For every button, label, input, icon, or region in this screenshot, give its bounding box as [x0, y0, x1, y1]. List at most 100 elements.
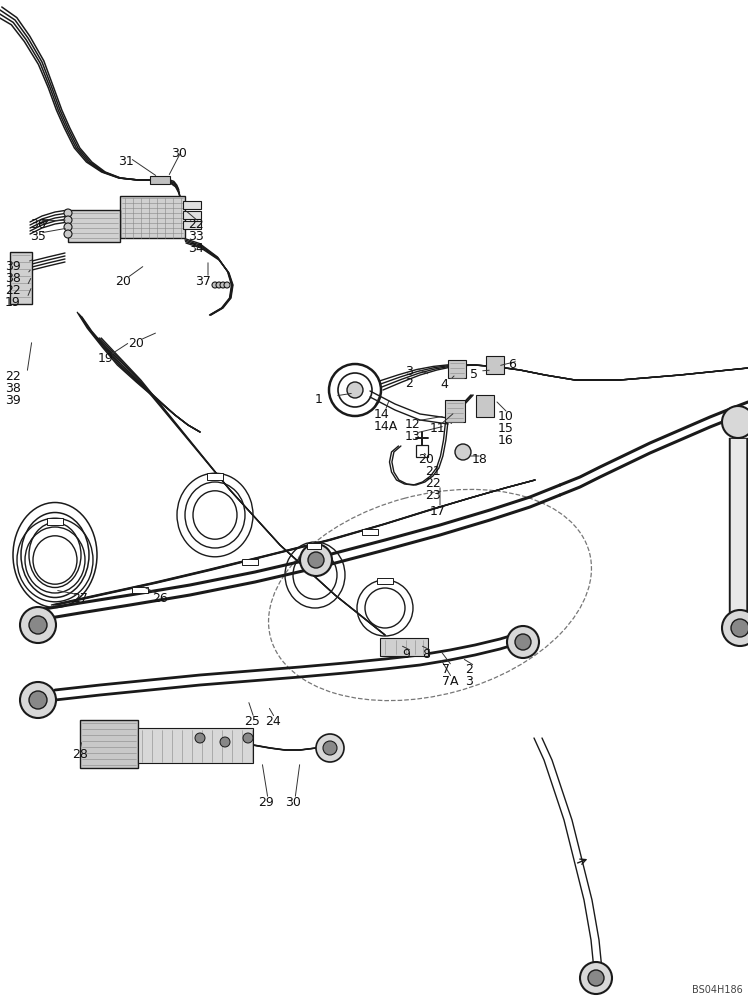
Bar [47, 518, 63, 525]
Text: 37: 37 [195, 275, 211, 288]
Text: 7: 7 [442, 663, 450, 676]
Circle shape [455, 444, 471, 460]
Circle shape [580, 962, 612, 994]
Text: 22: 22 [5, 284, 21, 297]
Text: 28: 28 [72, 748, 88, 761]
Circle shape [316, 734, 344, 762]
Circle shape [722, 406, 748, 438]
Text: 38: 38 [5, 272, 21, 285]
Text: 8: 8 [422, 648, 430, 661]
Text: BS04H186: BS04H186 [692, 985, 743, 995]
Text: 1: 1 [315, 393, 323, 406]
Circle shape [224, 282, 230, 288]
Circle shape [29, 616, 47, 634]
Circle shape [515, 634, 531, 650]
Text: 13: 13 [405, 430, 420, 443]
Text: 4: 4 [440, 378, 448, 391]
Text: 5: 5 [470, 368, 478, 381]
Text: 30: 30 [171, 147, 187, 160]
Bar [486, 356, 504, 374]
Text: 19: 19 [98, 352, 114, 365]
Bar [68, 210, 120, 242]
Text: 29: 29 [258, 796, 274, 809]
Text: 10: 10 [498, 410, 514, 423]
Circle shape [195, 733, 205, 743]
Text: 7A: 7A [442, 675, 459, 688]
Text: 2: 2 [405, 377, 413, 390]
Text: 27: 27 [72, 592, 88, 605]
Text: 23: 23 [425, 489, 441, 502]
Bar [730, 438, 746, 630]
Text: 22: 22 [5, 370, 21, 383]
Text: 22: 22 [425, 477, 441, 490]
Bar [377, 578, 393, 584]
Text: 14: 14 [374, 408, 390, 421]
Text: 26: 26 [152, 592, 168, 605]
Circle shape [216, 282, 222, 288]
Text: 11: 11 [430, 422, 446, 435]
Circle shape [323, 741, 337, 755]
Circle shape [220, 282, 226, 288]
Circle shape [64, 230, 72, 238]
Text: 2: 2 [465, 663, 473, 676]
Text: 9: 9 [402, 648, 410, 661]
Circle shape [212, 282, 218, 288]
Circle shape [507, 626, 539, 658]
Text: 15: 15 [498, 422, 514, 435]
Text: 39: 39 [5, 260, 21, 273]
Text: 35: 35 [30, 230, 46, 243]
Bar [80, 720, 138, 768]
Bar [416, 445, 428, 457]
Text: 3: 3 [405, 365, 413, 378]
Circle shape [731, 619, 748, 637]
Circle shape [64, 216, 72, 224]
Circle shape [300, 544, 332, 576]
Bar [362, 529, 378, 535]
Text: 25: 25 [244, 715, 260, 728]
Text: 16: 16 [498, 434, 514, 447]
Bar [183, 221, 201, 229]
Text: 39: 39 [5, 394, 21, 407]
Text: 36: 36 [30, 218, 46, 231]
Bar [138, 728, 253, 763]
Circle shape [20, 682, 56, 718]
Circle shape [64, 209, 72, 217]
Text: 17: 17 [430, 505, 446, 518]
Text: 14A: 14A [374, 420, 398, 433]
Bar [476, 395, 494, 417]
Bar [10, 252, 32, 304]
Circle shape [29, 691, 47, 709]
Text: 20: 20 [418, 453, 434, 466]
Text: 33: 33 [188, 230, 203, 243]
Bar [132, 587, 148, 593]
Bar [307, 543, 321, 549]
Bar [445, 400, 465, 422]
Circle shape [243, 733, 253, 743]
Text: 20: 20 [128, 337, 144, 350]
Bar [242, 559, 258, 565]
Bar [448, 360, 466, 378]
Text: 24: 24 [265, 715, 280, 728]
Text: 34: 34 [188, 242, 203, 255]
Text: 38: 38 [5, 382, 21, 395]
Text: 19: 19 [5, 296, 21, 309]
Text: 22: 22 [188, 218, 203, 231]
Circle shape [722, 610, 748, 646]
Circle shape [220, 737, 230, 747]
Text: 20: 20 [115, 275, 131, 288]
Bar [183, 201, 201, 209]
Bar [207, 473, 223, 480]
Text: 31: 31 [118, 155, 134, 168]
Circle shape [64, 223, 72, 231]
Bar [120, 196, 185, 238]
Bar [380, 638, 428, 656]
Text: 30: 30 [285, 796, 301, 809]
Bar [150, 176, 170, 184]
Text: 6: 6 [508, 358, 516, 371]
Text: 18: 18 [472, 453, 488, 466]
Text: 12: 12 [405, 418, 420, 431]
Bar [183, 211, 201, 219]
Circle shape [347, 382, 363, 398]
Circle shape [588, 970, 604, 986]
Text: 3: 3 [465, 675, 473, 688]
